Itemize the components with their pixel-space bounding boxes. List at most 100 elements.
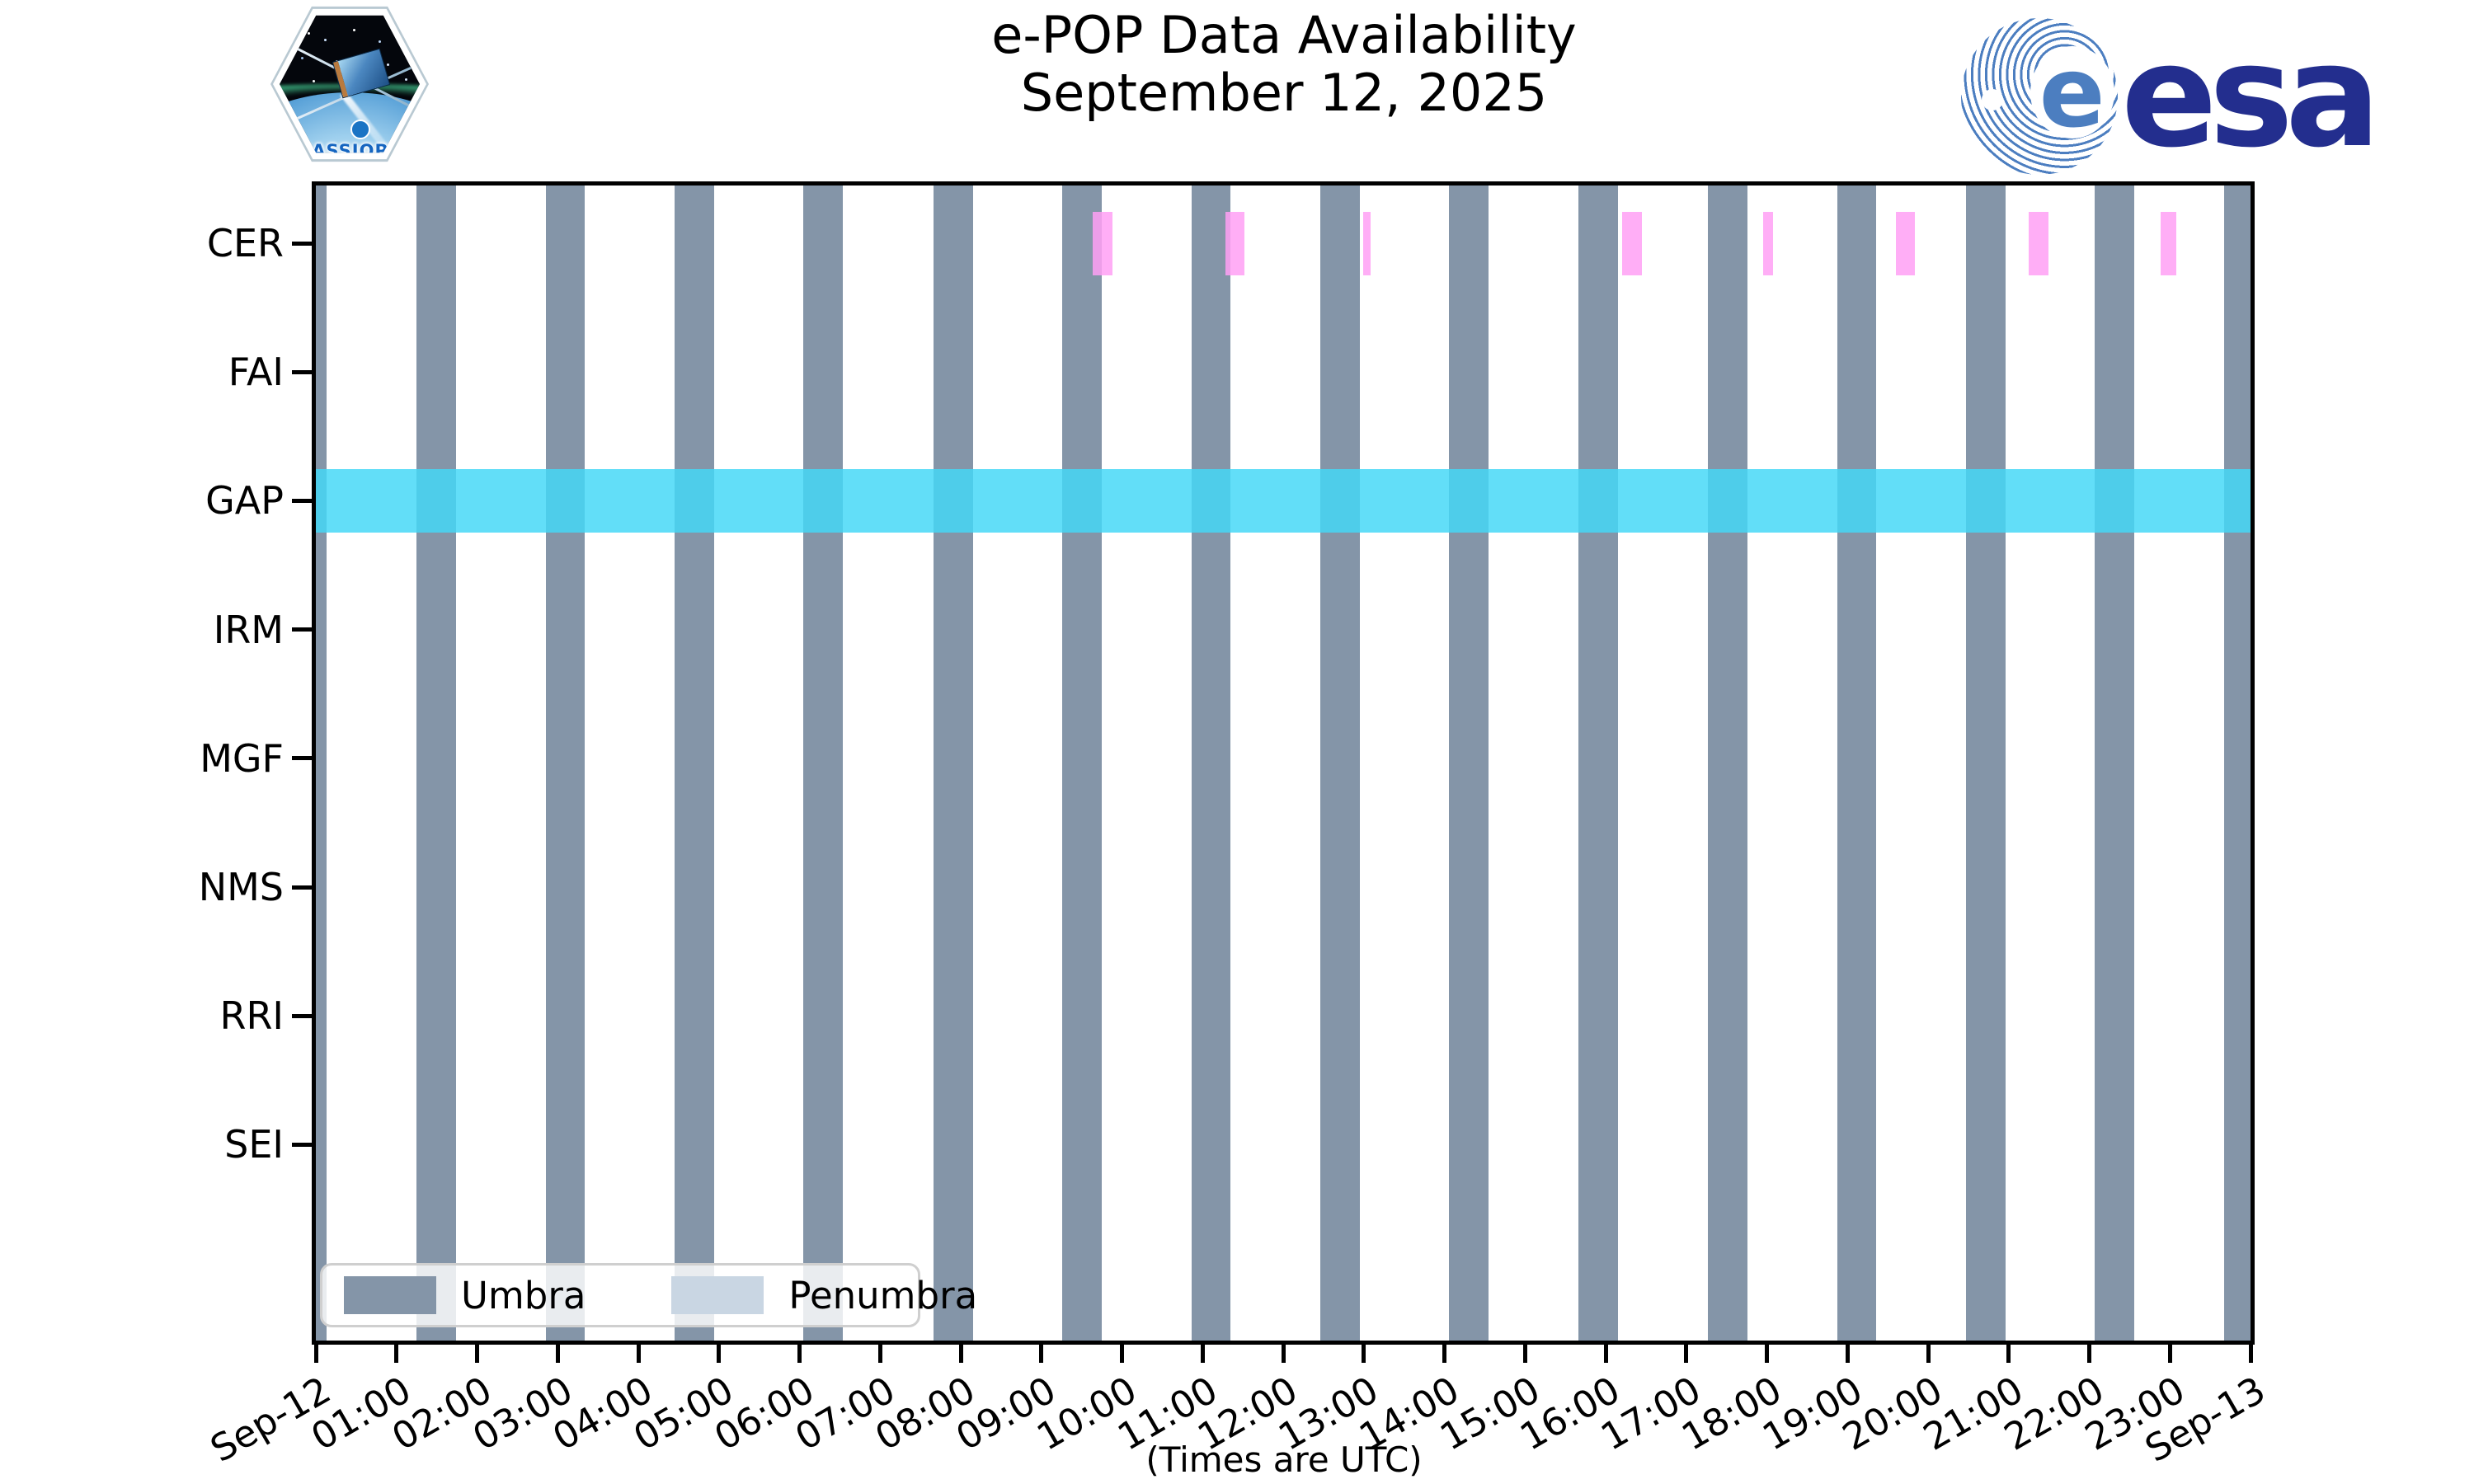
- umbra-bar: [545, 186, 586, 1341]
- umbra-bar: [1319, 186, 1360, 1341]
- x-tick: [797, 1345, 802, 1363]
- x-tick: [555, 1345, 560, 1363]
- x-tick: [1362, 1345, 1366, 1363]
- umbra-bar: [1578, 186, 1618, 1341]
- x-tick: [1281, 1345, 1286, 1363]
- x-tick: [877, 1345, 882, 1363]
- y-tick-label-mgf: MGF: [200, 735, 284, 781]
- x-tick-label: 18:00: [1674, 1368, 1789, 1459]
- umbra-bar: [674, 186, 714, 1341]
- x-tick-label: 16:00: [1512, 1368, 1628, 1459]
- x-tick-label: 07:00: [787, 1368, 902, 1459]
- chart-title-line1: e-POP Data Availability: [991, 5, 1577, 65]
- umbra-bar: [1965, 186, 2006, 1341]
- cer-data-bar: [1895, 212, 1916, 275]
- x-tick-label: 10:00: [1029, 1368, 1144, 1459]
- umbra-bar: [1708, 186, 1748, 1341]
- x-tick: [1522, 1345, 1527, 1363]
- y-tick-label-rri: RRI: [219, 993, 285, 1039]
- umbra-bar: [803, 186, 844, 1341]
- legend-swatch-penumbra: [671, 1276, 764, 1314]
- y-tick: [292, 241, 312, 246]
- esa-logo: e esa: [1961, 13, 2381, 179]
- x-tick: [1603, 1345, 1608, 1363]
- esa-globe-icon: e: [1961, 18, 2118, 175]
- x-tick: [1442, 1345, 1446, 1363]
- x-tick: [313, 1345, 318, 1363]
- chart-title-line2: September 12, 2025: [1020, 63, 1548, 123]
- y-tick: [292, 1142, 312, 1147]
- x-axis-note: (Times are UTC): [1145, 1439, 1423, 1480]
- x-tick: [2006, 1345, 2011, 1363]
- y-tick: [292, 1013, 312, 1018]
- patch-mission-name: CASSIOPE: [298, 141, 402, 154]
- y-tick-label-fai: FAI: [228, 350, 284, 395]
- x-tick: [717, 1345, 722, 1363]
- y-tick-label-irm: IRM: [213, 607, 284, 652]
- cassiope-mission-patch: CASSIOPE: [270, 5, 429, 163]
- x-tick-label: Sep-13: [2137, 1368, 2273, 1472]
- x-tick: [1845, 1345, 1850, 1363]
- cer-data-bar: [2029, 212, 2048, 275]
- x-tick-label: 09:00: [948, 1368, 1064, 1459]
- chart-title: e-POP Data Availability September 12, 20…: [991, 7, 1577, 122]
- y-tick: [292, 498, 312, 503]
- cer-data-bar: [2160, 212, 2177, 275]
- x-tick-label: 08:00: [868, 1368, 983, 1459]
- cer-data-bar: [1762, 212, 1774, 275]
- legend-label-penumbra: Penumbra: [788, 1273, 978, 1317]
- umbra-bar: [1449, 186, 1489, 1341]
- stars-decoration: [308, 32, 310, 35]
- csa-badge-icon: [350, 120, 370, 139]
- umbra-bar: [316, 186, 327, 1341]
- umbra-bar: [1062, 186, 1103, 1341]
- y-tick-label-cer: CER: [206, 221, 284, 265]
- x-tick-label: 21:00: [1916, 1368, 2031, 1459]
- umbra-bar: [2095, 186, 2135, 1341]
- x-tick: [2167, 1345, 2172, 1363]
- x-tick: [1200, 1345, 1205, 1363]
- x-tick-label: 04:00: [545, 1368, 661, 1459]
- cer-data-bar: [1093, 212, 1112, 275]
- x-tick-label: 15:00: [1432, 1368, 1547, 1459]
- x-tick: [636, 1345, 641, 1363]
- umbra-bar: [416, 186, 457, 1341]
- y-tick-label-gap: GAP: [205, 478, 284, 524]
- x-tick-label: 03:00: [464, 1368, 580, 1459]
- x-tick-label: 02:00: [384, 1368, 499, 1459]
- x-tick: [394, 1345, 399, 1363]
- umbra-bar: [933, 186, 973, 1341]
- plot-area: [312, 181, 2255, 1345]
- x-tick-label: 20:00: [1835, 1368, 1950, 1459]
- umbra-bar: [1837, 186, 1877, 1341]
- y-tick-label-nms: NMS: [198, 865, 284, 909]
- x-tick: [2087, 1345, 2091, 1363]
- x-tick-label: 22:00: [1997, 1368, 2111, 1459]
- x-tick: [2248, 1345, 2253, 1363]
- cer-data-bar: [1621, 212, 1642, 275]
- x-tick: [475, 1345, 479, 1363]
- cer-data-bar: [1225, 212, 1245, 275]
- x-tick: [1926, 1345, 1931, 1363]
- umbra-bar: [2223, 186, 2251, 1341]
- y-tick-label-sei: SEI: [224, 1122, 284, 1167]
- x-tick-label: 19:00: [1754, 1368, 1870, 1459]
- x-tick-label: 17:00: [1593, 1368, 1709, 1459]
- esa-wordmark: esa: [2121, 13, 2381, 179]
- legend: Umbra Penumbra: [320, 1263, 977, 1327]
- y-tick: [292, 756, 312, 761]
- x-tick: [1765, 1345, 1769, 1363]
- umbra-bar: [1191, 186, 1231, 1341]
- legend-label-umbra: Umbra: [461, 1273, 586, 1317]
- x-tick-label: 01:00: [303, 1368, 419, 1459]
- cer-data-bar: [1362, 212, 1371, 275]
- legend-swatch-umbra: [344, 1276, 436, 1314]
- esa-e-letter: e: [2039, 35, 2105, 150]
- y-tick: [292, 885, 312, 890]
- x-tick: [1684, 1345, 1689, 1363]
- gap-data-band: [316, 469, 2251, 533]
- x-tick-label: 06:00: [707, 1368, 821, 1459]
- x-tick-label: Sep-12: [202, 1368, 338, 1472]
- y-tick: [292, 627, 312, 632]
- x-tick: [1120, 1345, 1124, 1363]
